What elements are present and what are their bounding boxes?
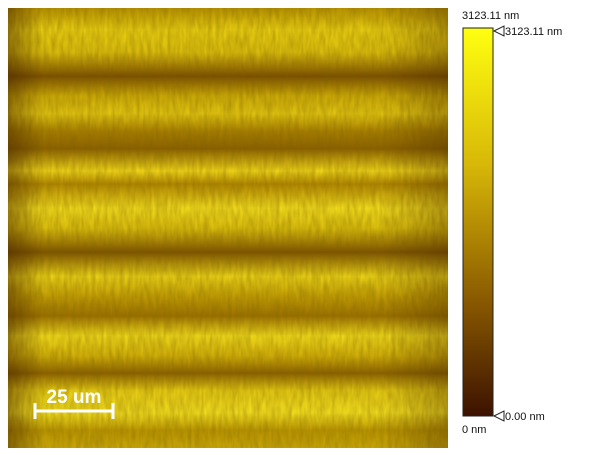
min-marker-label: 0.00 nm	[505, 411, 545, 423]
edge-shade	[8, 8, 448, 448]
max-marker-label: 3123.11 nm	[505, 26, 562, 38]
colorbar-top-label: 3123.11 nm	[462, 10, 519, 22]
min-marker	[492, 410, 505, 422]
scale-label: 25 um	[47, 387, 102, 408]
max-marker	[492, 25, 505, 37]
afm-image	[8, 8, 448, 448]
scale-bar: 25 um	[33, 387, 115, 419]
colorbar-gradient	[462, 27, 494, 417]
colorbar-bottom-label: 0 nm	[462, 424, 486, 436]
colorbar: 3123.11 nm 3123.11 nm 0.00 nm 0 nm	[462, 10, 562, 436]
